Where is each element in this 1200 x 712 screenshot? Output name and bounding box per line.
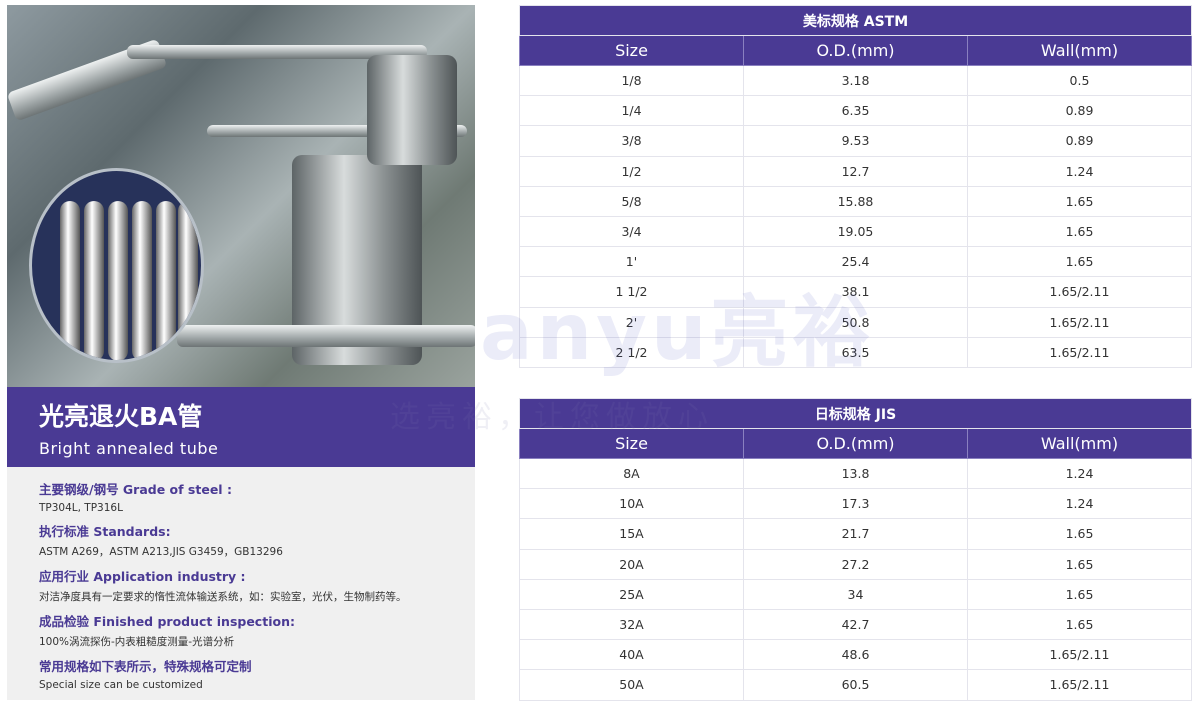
table-row: 5/8 15.88 1.65: [519, 185, 1192, 217]
table-cell: 50.8: [743, 306, 968, 338]
table-cell: 34: [743, 578, 968, 610]
table-cell: 38.1: [743, 276, 968, 308]
table-title: 日标规格 JIS: [519, 398, 1192, 429]
table-row: 1/2 12.7 1.24: [519, 155, 1192, 187]
table-row: 1/4 6.35 0.89: [519, 95, 1192, 127]
table-row: 50A 60.5 1.65/2.11: [519, 669, 1192, 701]
column-header: O.D.(mm): [743, 35, 968, 66]
info-value: ASTM A269，ASTM A213,JIS G3459，GB13296: [39, 546, 283, 558]
table-row: 1' 25.4 1.65: [519, 246, 1192, 278]
table-cell: 3/4: [519, 215, 744, 248]
product-title-band: 光亮退火BA管 Bright annealed tube: [7, 387, 475, 467]
column-header: Wall(mm): [967, 428, 1192, 459]
table-cell: 19.05: [743, 215, 968, 248]
table-cell: 1/8: [519, 64, 744, 97]
table-cell: 60.5: [743, 669, 968, 701]
table-cell: 8A: [519, 457, 744, 490]
table-cell: 15A: [519, 518, 744, 550]
table-row: 15A 21.7 1.65: [519, 518, 1192, 550]
table-cell: 63.5: [743, 336, 968, 368]
table-row: 1 1/2 38.1 1.65/2.11: [519, 276, 1192, 308]
table-cell: 5/8: [519, 185, 744, 217]
product-subtitle: Bright annealed tube: [39, 439, 219, 458]
table-cell: 1.65: [967, 608, 1192, 641]
table-cell: 17.3: [743, 488, 968, 520]
info-value: Special size can be customized: [39, 679, 203, 691]
info-value: 100%涡流探伤-内表粗糙度测量-光谱分析: [39, 636, 235, 648]
table-cell: 32A: [519, 608, 744, 641]
table-cell: 1.65: [967, 185, 1192, 217]
table-cell: 1.65/2.11: [967, 639, 1192, 671]
table-cell: 15.88: [743, 185, 968, 217]
table-cell: 25A: [519, 578, 744, 610]
table-cell: 27.2: [743, 548, 968, 580]
table-cell: 1 1/2: [519, 276, 744, 308]
table-cell: 0.5: [967, 64, 1192, 97]
table-row: 2' 50.8 1.65/2.11: [519, 306, 1192, 338]
table-cell: 48.6: [743, 639, 968, 671]
table-cell: 0.89: [967, 95, 1192, 127]
info-label: 应用行业 Application industry :: [39, 569, 246, 584]
product-info: 主要钢级/钢号 Grade of steel : TP304L, TP316L 执行…: [7, 467, 475, 700]
product-title: 光亮退火BA管: [39, 402, 203, 431]
table-cell: 1.65/2.11: [967, 276, 1192, 308]
table-row: 20A 27.2 1.65: [519, 548, 1192, 580]
table-row: 25A 34 1.65: [519, 578, 1192, 610]
table-row: 32A 42.7 1.65: [519, 608, 1192, 641]
table-cell: 12.7: [743, 155, 968, 187]
table-cell: 21.7: [743, 518, 968, 550]
table-cell: 1/4: [519, 95, 744, 127]
table-cell: 1.65: [967, 518, 1192, 550]
info-value: 对洁净度具有一定要求的惰性流体输送系统，如：实验室，光伏，生物制药等。: [39, 591, 407, 603]
table-cell: 1.65/2.11: [967, 669, 1192, 701]
table-cell: 50A: [519, 669, 744, 701]
table-cell: 0.89: [967, 125, 1192, 157]
table-cell: 3.18: [743, 64, 968, 97]
table-row: 8A 13.8 1.24: [519, 457, 1192, 490]
table-row: 1/8 3.18 0.5: [519, 64, 1192, 97]
column-header: Wall(mm): [967, 35, 1192, 66]
column-header: O.D.(mm): [743, 428, 968, 459]
info-label: 主要钢级/钢号 Grade of steel :: [39, 482, 232, 497]
table-cell: 1.65/2.11: [967, 336, 1192, 368]
table-row: 40A 48.6 1.65/2.11: [519, 639, 1192, 671]
info-label: 常用规格如下表所示，特殊规格可定制: [39, 659, 252, 674]
table-cell: 10A: [519, 488, 744, 520]
table-row: 10A 17.3 1.24: [519, 488, 1192, 520]
table-row: 3/8 9.53 0.89: [519, 125, 1192, 157]
table-cell: 1.24: [967, 457, 1192, 490]
table-cell: 3/8: [519, 125, 744, 157]
table-cell: 1.65/2.11: [967, 306, 1192, 338]
column-header: Size: [519, 428, 744, 459]
table-cell: 20A: [519, 548, 744, 580]
column-header: Size: [519, 35, 744, 66]
table-cell: 6.35: [743, 95, 968, 127]
table-cell: 2': [519, 306, 744, 338]
table-cell: 1.65: [967, 215, 1192, 248]
table-cell: 1': [519, 246, 744, 278]
table-cell: 9.53: [743, 125, 968, 157]
table-cell: 1.24: [967, 155, 1192, 187]
table-title: 美标规格 ASTM: [519, 5, 1192, 36]
table-cell: 25.4: [743, 246, 968, 278]
table-cell: 1/2: [519, 155, 744, 187]
jis-spec-table: 日标规格 JIS Size O.D.(mm) Wall(mm) 8A 13.8 1.24 10…: [519, 398, 1192, 701]
table-cell: 1.65: [967, 578, 1192, 610]
astm-spec-table: 美标规格 ASTM Size O.D.(mm) Wall(mm) 1/8 3.18 0.5 1…: [519, 5, 1192, 368]
info-label: 执行标准 Standards:: [39, 524, 171, 539]
info-label: 成品检验 Finished product inspection:: [39, 614, 295, 629]
table-cell: 1.24: [967, 488, 1192, 520]
table-cell: 1.65: [967, 548, 1192, 580]
product-panel: 光亮退火BA管 Bright annealed tube 主要钢级/钢号 Gra…: [7, 5, 475, 700]
table-cell: 40A: [519, 639, 744, 671]
product-photo: [7, 5, 475, 387]
table-cell: 13.8: [743, 457, 968, 490]
table-row: 2 1/2 63.5 1.65/2.11: [519, 336, 1192, 368]
table-cell: 1.65: [967, 246, 1192, 278]
tube-closeup: [29, 168, 204, 363]
table-cell: 2 1/2: [519, 336, 744, 368]
info-value: TP304L, TP316L: [39, 502, 123, 514]
table-row: 3/4 19.05 1.65: [519, 215, 1192, 248]
table-cell: 42.7: [743, 608, 968, 641]
